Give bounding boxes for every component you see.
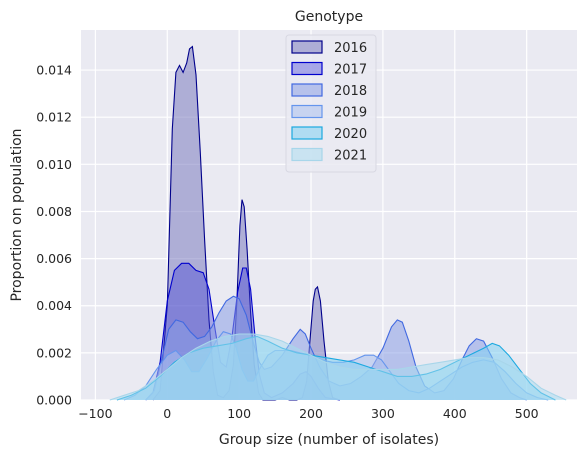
- density-line-2016: [152, 45, 340, 401]
- x-tick-label: −100: [78, 406, 112, 421]
- density-area-2021: [109, 334, 567, 400]
- y-tick-label: 0.010: [36, 157, 72, 172]
- x-axis-label: Group size (number of isolates): [219, 432, 439, 448]
- legend-swatch-2020: [291, 126, 323, 140]
- density-area-2016: [152, 46, 340, 400]
- y-tick-label: 0.014: [36, 63, 72, 78]
- y-tick-label: 0.002: [36, 345, 72, 360]
- series-layer: [109, 45, 567, 401]
- x-tick-label: 100: [227, 406, 251, 421]
- legend-label-2020: 2020: [334, 127, 367, 142]
- y-tick-label: 0.000: [36, 393, 72, 408]
- y-tick-label: 0.012: [36, 110, 72, 125]
- legend-label-2018: 2018: [334, 84, 367, 99]
- legend-label-2019: 2019: [334, 106, 367, 121]
- legend-label-2016: 2016: [334, 41, 367, 56]
- legend-label-2021: 2021: [334, 149, 367, 164]
- x-tick-label: 0: [163, 406, 171, 421]
- legend-swatch-2016: [291, 40, 323, 54]
- x-tick-label: 500: [515, 406, 539, 421]
- y-axis-label: Proportion on population: [9, 128, 25, 301]
- y-tick-label: 0.004: [36, 298, 72, 313]
- legend-swatch-2019: [291, 104, 323, 119]
- x-tick-label: 300: [371, 406, 395, 421]
- legend: 2016 2017 2018 2019 2020 2021: [285, 34, 377, 173]
- legend-swatch-2021: [291, 147, 323, 162]
- y-axis-ticks: 0.000 0.002 0.004 0.006 0.008 0.010 0.012 0.014: [36, 63, 72, 408]
- chart-title: Genotype: [295, 9, 363, 25]
- x-axis-ticks: −100 0 100 200 300 400 500: [78, 406, 538, 421]
- density-line-2021: [109, 333, 567, 401]
- x-tick-label: 400: [443, 406, 467, 421]
- x-tick-label: 200: [299, 406, 323, 421]
- y-tick-label: 0.008: [36, 204, 72, 219]
- y-tick-label: 0.006: [36, 251, 72, 266]
- legend-label-2017: 2017: [334, 63, 367, 78]
- legend-swatch-2017: [291, 61, 323, 76]
- legend-swatch-2018: [291, 83, 323, 97]
